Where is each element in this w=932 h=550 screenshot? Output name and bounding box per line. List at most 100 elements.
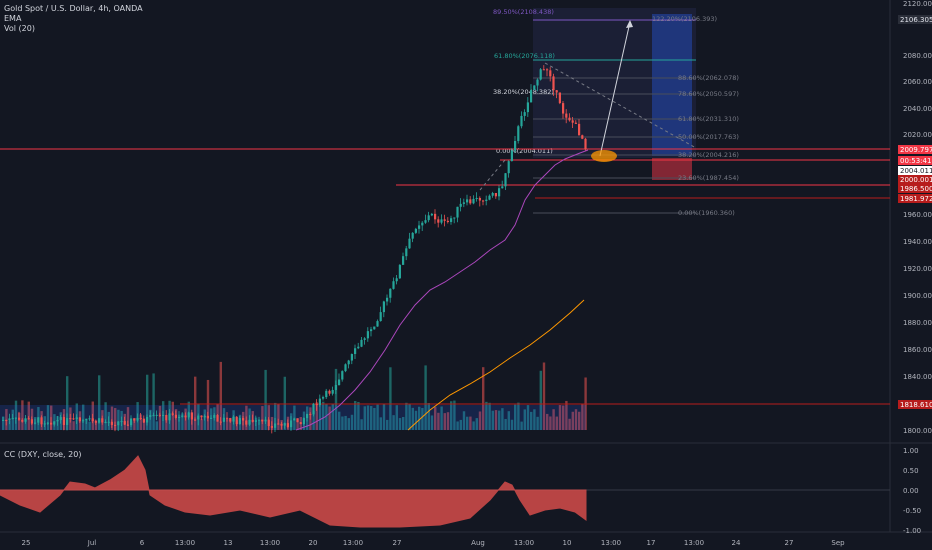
volume-bar [402,416,405,430]
candle-body [315,403,318,406]
volume-bar [85,420,88,430]
volume-bar [283,376,286,430]
volume-bar [139,414,142,430]
entry-ellipse[interactable] [591,150,617,162]
candle-body [190,412,193,420]
price-badge [898,145,932,154]
volume-legend[interactable]: Vol (20) [4,24,35,33]
cc-tick-label: -0.50 [903,507,921,515]
candle-body [558,92,561,104]
candle-body [456,206,459,218]
candle-body [466,199,469,203]
volume-bar [443,413,446,430]
volume-bar [526,405,530,430]
candle-body [498,188,501,197]
volume-bar [424,365,427,430]
candle-body [94,421,97,423]
candle-body [440,219,443,223]
candle-body [334,385,337,390]
candle-body [494,193,497,197]
price-badge [898,156,932,165]
candle-body [376,321,379,327]
candle-body [229,417,232,422]
volume-bar [562,405,565,430]
candle-body [216,415,219,422]
candle-body [158,414,161,416]
candle-body [213,415,216,418]
volume-bar [27,401,30,430]
candle-body [318,398,321,406]
volume-bar [366,405,370,430]
volume-bar [398,418,402,430]
dashed-trend [479,159,506,191]
symbol-title[interactable]: Gold Spot / U.S. Dollar, 4h, OANDA [4,4,143,13]
candle-body [501,186,504,189]
candle-body [370,329,373,332]
volume-bar [552,409,555,430]
candle-body [117,421,120,426]
orange-trendline [407,299,585,431]
price-badge [898,400,932,409]
candle-body [40,417,43,425]
volume-bar [466,416,469,430]
volume-bar [181,413,184,430]
volume-bar [488,402,491,430]
candle-body [325,390,328,398]
volume-bar [171,401,174,430]
ema-line [295,149,589,431]
price-badge-label: 2004.011 [900,167,932,175]
time-tick-label: 27 [785,539,794,547]
time-tick-label: Jul [87,539,97,547]
time-axis-ticks: 25 Jul 6 13:00 13 13:00 20 13:00 27 Aug 13:00 10 13:… [22,539,846,547]
price-badge-label: 1981.972 [900,195,932,203]
volume-bar [24,418,27,430]
price-tick-label: 2120.000 [903,0,932,8]
candle-body [277,423,280,425]
volume-bar [370,406,373,430]
volume-bar [200,418,203,430]
candle-body [434,213,437,220]
candle-body [328,390,331,394]
candle-body [427,215,430,221]
volume-bar [18,412,21,430]
volume-bar [578,411,581,430]
volume-bar [72,421,75,430]
candle-body [110,421,113,425]
volume-bar [437,412,440,430]
volume-bar [296,417,299,430]
candle-layer [2,65,587,434]
candle-body [437,219,440,223]
volume-bar [379,417,382,430]
time-tick-label: 17 [647,539,656,547]
volume-bar [386,419,389,430]
time-tick-label: 13:00 [175,539,195,547]
symbol-info: Gold Spot / U.S. Dollar, 4h, OANDA EMA V… [4,4,143,34]
volume-bar [571,411,574,430]
volume-bar [482,367,485,430]
cc-indicator-legend[interactable]: CC (DXY, close, 20) [4,450,82,459]
candle-body [11,418,14,420]
volume-bar [501,408,504,430]
volume-bar [376,404,379,430]
volume-bar [546,413,549,430]
volume-bar [14,400,18,430]
volume-bar [523,409,526,430]
ema-legend[interactable]: EMA [4,14,22,23]
candle-body [386,297,389,302]
candle-body [21,419,24,422]
time-tick-label: 13:00 [684,539,704,547]
candle-body [174,414,177,418]
volume-bar [485,401,488,430]
candle-body [120,421,123,423]
fib-label: 23.60%(1987.454) [678,174,739,182]
volume-bar [453,400,456,430]
candle-body [344,364,347,372]
volume-bar [318,404,322,430]
price-axis[interactable] [890,0,932,550]
candle-body [555,90,558,93]
volume-ma-band [0,405,586,430]
candle-body [8,418,11,421]
volume-bar [536,416,539,430]
